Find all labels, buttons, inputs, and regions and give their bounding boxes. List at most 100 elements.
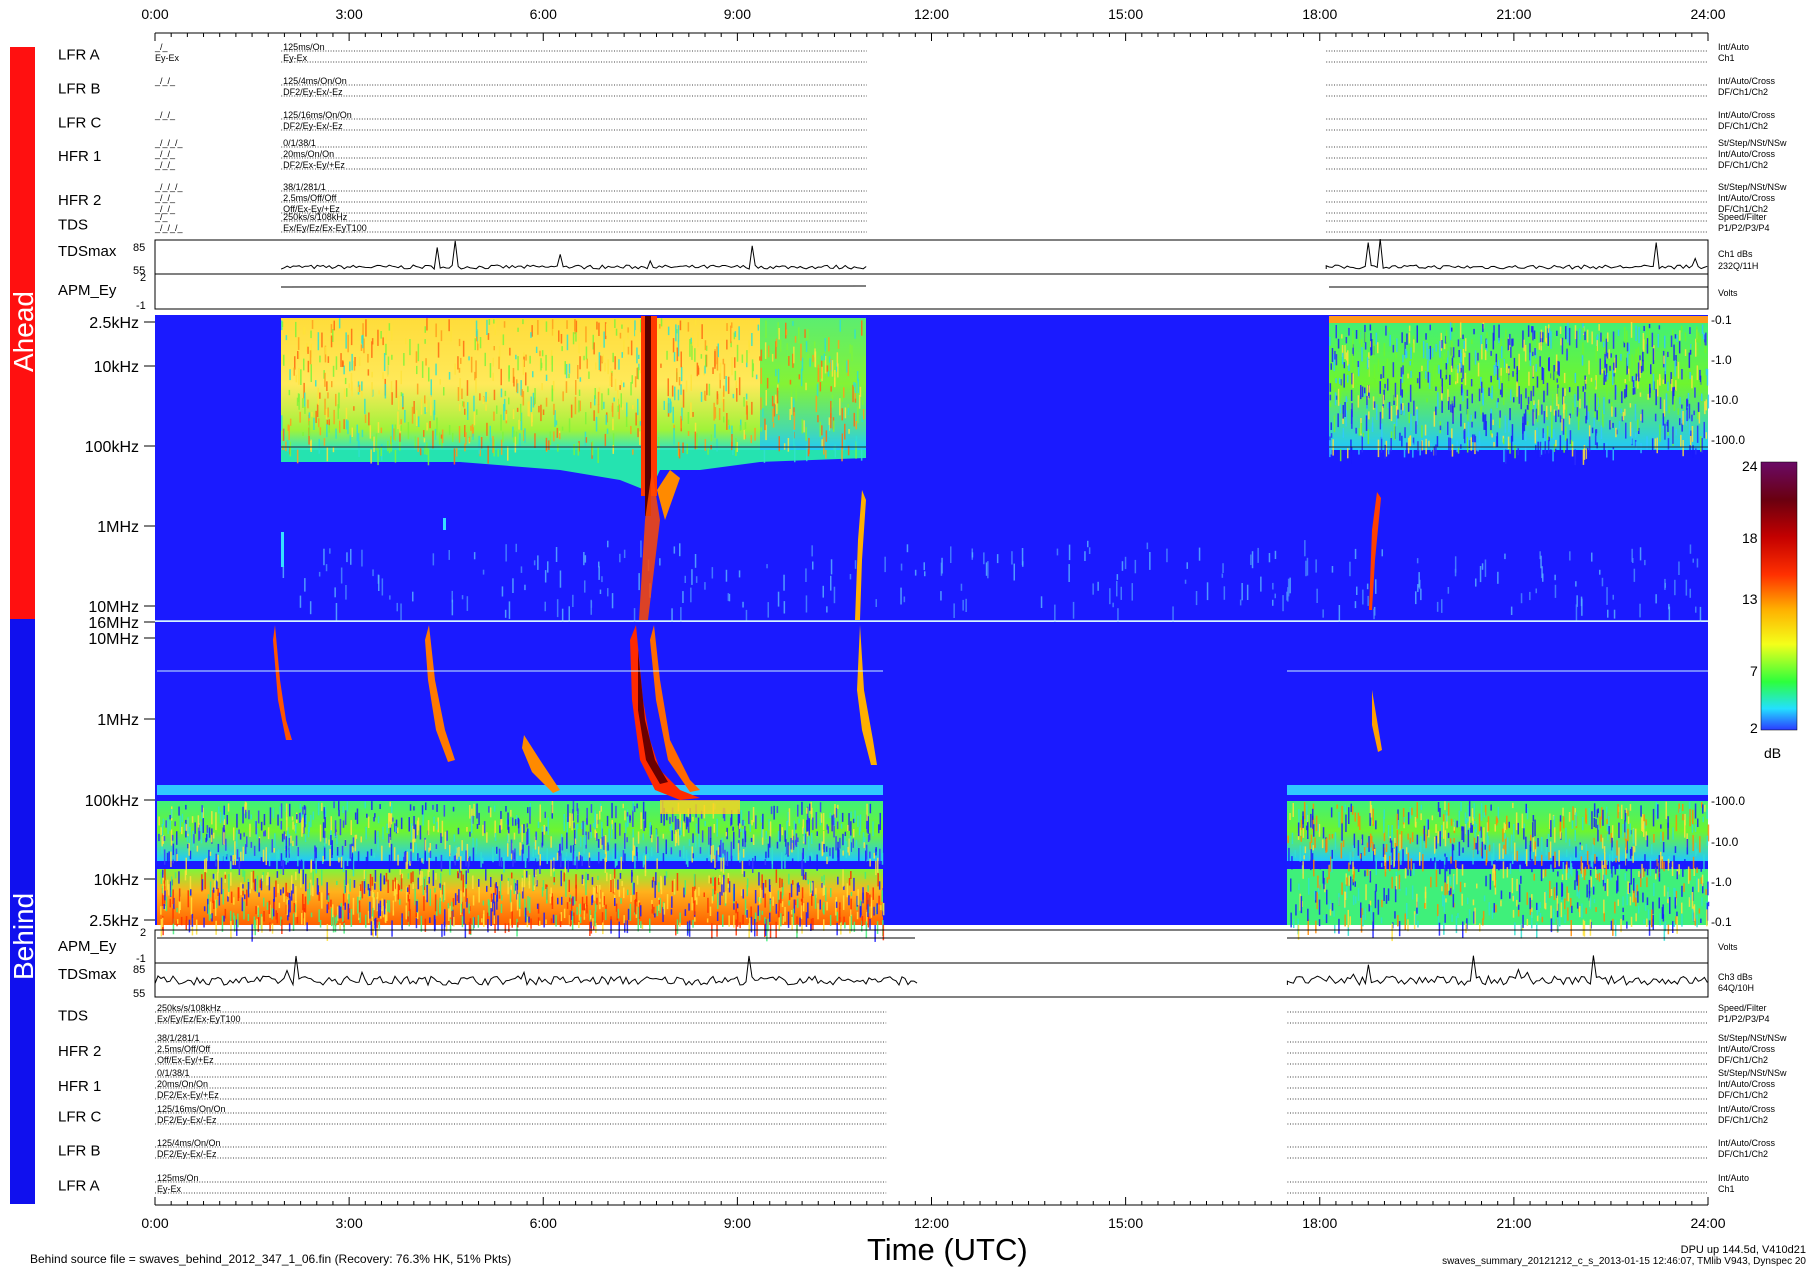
spectrogram-speckle	[571, 405, 573, 418]
spectrogram-speckle	[686, 381, 688, 393]
spectrogram-speckle	[1341, 823, 1343, 841]
spectrogram-speckle	[1631, 917, 1633, 927]
spectrogram-speckle	[789, 409, 791, 420]
spectrogram-speckle	[737, 904, 739, 909]
spectrogram-speckle	[573, 822, 575, 828]
spectrogram-speckle	[691, 569, 693, 585]
spectrogram-speckle	[1343, 428, 1345, 438]
spectrogram-speckle	[258, 811, 260, 824]
spectrogram-speckle	[327, 392, 329, 398]
spectrogram-speckle	[828, 857, 830, 861]
spectrogram-speckle	[689, 339, 691, 357]
spectrogram-speckle	[296, 375, 298, 382]
spectrogram-speckle	[500, 415, 502, 431]
spectrogram-speckle	[710, 827, 712, 839]
spectrogram-speckle	[1695, 843, 1697, 856]
spectrogram-speckle	[623, 888, 625, 899]
spectrogram-speckle	[1408, 853, 1410, 870]
spectrogram-speckle	[333, 366, 335, 377]
spectrogram-speckle	[1565, 828, 1567, 843]
spectrogram-speckle	[1610, 382, 1612, 392]
spectrogram-speckle	[176, 908, 178, 912]
spectrogram-speckle	[1057, 549, 1059, 556]
spectrogram-speckle	[492, 847, 494, 861]
spectrogram-speckle	[1472, 394, 1474, 404]
spectrogram-speckle	[573, 801, 575, 812]
spectrogram-speckle	[416, 410, 418, 426]
spectrogram-speckle	[546, 887, 548, 904]
spectrogram-speckle	[778, 592, 780, 607]
spectrogram-speckle	[828, 425, 830, 437]
spectrogram-speckle	[1647, 394, 1649, 400]
spectrogram-speckle	[1609, 366, 1611, 371]
spectrogram-speckle	[289, 804, 291, 817]
spectrogram-speckle	[1434, 446, 1436, 459]
spectrogram-speckle	[799, 918, 801, 927]
spectrogram-speckle	[355, 813, 357, 820]
spectrogram-speckle	[1371, 907, 1373, 920]
spectrogram-speckle	[882, 890, 884, 902]
spectrogram-speckle	[671, 909, 673, 914]
spectrogram-speckle	[163, 819, 165, 826]
spectrogram-speckle	[649, 919, 651, 933]
spectrogram-speckle	[855, 383, 857, 393]
spectrogram-speckle	[514, 879, 516, 894]
spectrogram-speckle	[775, 369, 777, 376]
spectrogram-speckle	[301, 913, 303, 925]
spectrogram-speckle	[686, 817, 688, 830]
spectrogram-speckle	[1135, 560, 1137, 573]
spectrogram-speckle	[417, 821, 419, 836]
spectrogram-speckle	[502, 432, 504, 443]
spectrogram-speckle	[1599, 873, 1601, 882]
spectrogram-speckle	[323, 856, 325, 862]
spectrogram-speckle	[807, 903, 809, 919]
spectrogram-speckle	[1571, 440, 1573, 447]
spectrogram-speckle	[801, 369, 803, 387]
spectrogram-speckle	[726, 413, 728, 430]
spectrogram-speckle	[1602, 369, 1604, 373]
spectrogram-speckle	[233, 827, 235, 840]
spectrogram-speckle	[1382, 406, 1384, 419]
spectrogram-speckle	[389, 595, 391, 599]
spectrogram-speckle	[1577, 386, 1579, 400]
spectrogram-speckle	[1677, 391, 1679, 397]
spectrogram-speckle	[1598, 324, 1600, 331]
spectrogram-speckle	[256, 919, 258, 930]
spectrogram-speckle	[572, 897, 574, 906]
spectrogram-speckle	[525, 859, 527, 868]
spectrogram-speckle	[1338, 339, 1340, 349]
spectrogram-speckle	[326, 381, 328, 391]
spectrogram-speckle	[310, 601, 312, 614]
spectrogram-speckle	[864, 842, 866, 848]
spectrogram-speckle	[1535, 445, 1537, 453]
spectrogram-speckle	[379, 922, 381, 929]
spectrogram-speckle	[310, 331, 312, 339]
spectrogram-speckle	[1602, 838, 1604, 849]
spectrogram-speckle	[394, 847, 396, 861]
spectrogram-speckle	[386, 328, 388, 340]
spectrogram-speckle	[1531, 859, 1533, 872]
spectrogram-speckle	[773, 806, 775, 820]
spectrogram-speckle	[623, 340, 625, 355]
spectrogram-speckle	[373, 817, 375, 822]
spectrogram-speckle	[343, 861, 345, 872]
spectrogram-speckle	[1199, 548, 1201, 561]
spectrogram-speckle	[565, 880, 567, 897]
spectrogram-speckle	[1428, 441, 1430, 447]
spectrogram-speckle	[435, 894, 437, 911]
spectrogram-speckle	[399, 442, 401, 451]
spectrogram-speckle	[600, 590, 602, 594]
spectrogram-speckle	[1689, 327, 1691, 334]
spectrogram-speckle	[907, 544, 909, 552]
spectrogram-speckle	[391, 355, 393, 360]
spectrogram-speckle	[836, 923, 838, 935]
spectrogram-speckle	[514, 833, 516, 840]
spectrogram-speckle	[865, 872, 867, 879]
spectrogram-speckle	[1651, 844, 1653, 854]
spectrogram-speckle	[869, 852, 871, 859]
spectrogram-speckle	[761, 427, 763, 431]
spectrogram-speckle	[614, 319, 616, 328]
spectrogram-speckle	[677, 919, 679, 934]
spectrogram-speckle	[505, 391, 507, 396]
spectrogram-speckle	[486, 832, 488, 843]
